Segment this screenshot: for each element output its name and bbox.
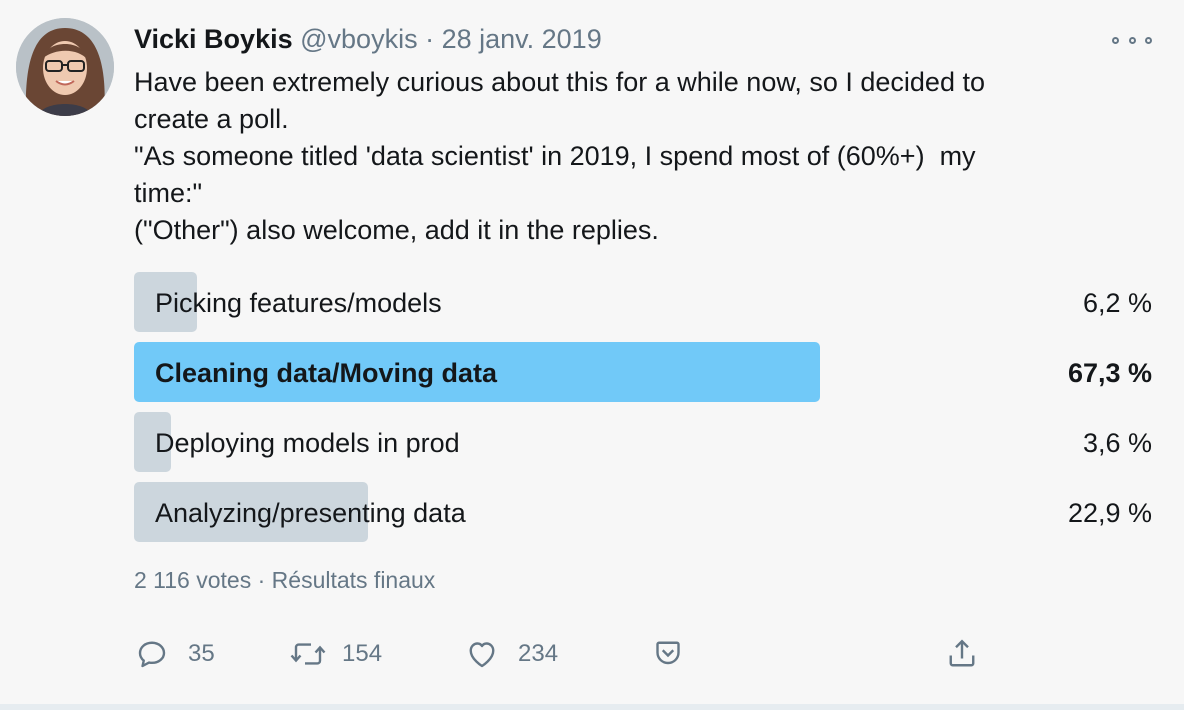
tweet-text-line: create a poll. [134,104,289,134]
more-icon[interactable] [1112,30,1152,50]
poll-option-percent: 6,2 % [1082,288,1152,318]
retweet-count: 154 [342,640,383,667]
poll-option-winner: Cleaning data/Moving data 67,3 % [134,342,1154,402]
poll-option-label: Picking features/models [155,288,442,318]
poll-option-label: Cleaning data/Moving data [155,358,498,388]
share-button[interactable] [944,634,980,674]
retweet-button[interactable]: 154 [288,634,382,674]
tweet-actions: 35 154 234 [134,634,994,674]
poll-option-bar [134,342,821,402]
tweet-text-line: time:" [134,178,203,208]
tweet-text-line: Have been extremely curious about this f… [134,67,985,97]
share-icon [944,636,980,672]
poll-option-label: Analyzing/presenting data [155,498,466,528]
like-icon [464,636,500,672]
reply-count: 35 [188,640,215,667]
divider [0,704,1184,710]
like-button[interactable]: 234 [464,634,558,674]
poll-option-bar [134,272,198,332]
author-handle[interactable]: @vboykis [300,24,418,54]
poll-separator: · [257,567,266,593]
like-count: 234 [518,640,559,667]
poll: Picking features/models 6,2 % Cleaning d… [134,272,1154,552]
poll-meta: 2 116 votes · Résultats finaux [134,565,435,595]
author-name[interactable]: Vicki Boykis [134,24,293,54]
poll-option: Deploying models in prod 3,6 % [134,412,1154,472]
avatar[interactable] [16,18,114,116]
poll-option-percent: 3,6 % [1082,428,1152,458]
poll-option-percent: 22,9 % [1067,498,1152,528]
poll-option-label: Deploying models in prod [155,428,460,458]
poll-option: Analyzing/presenting data 22,9 % [134,482,1154,542]
tweet-text-line: "As someone titled 'data scientist' in 2… [134,141,976,171]
save-button[interactable] [650,634,686,674]
poll-option-bar [134,482,368,542]
poll-option-bar [134,412,171,472]
save-icon [650,636,686,672]
poll-status: Résultats finaux [271,567,436,593]
reply-icon [134,636,170,672]
poll-votes: 2 116 votes [134,567,252,593]
reply-button[interactable]: 35 [134,634,215,674]
retweet-icon [288,636,328,672]
poll-option-percent: 67,3 % [1067,358,1152,388]
poll-option: Picking features/models 6,2 % [134,272,1154,332]
tweet-date[interactable]: 28 janv. 2019 [441,24,602,54]
tweet-text: Have been extremely curious about this f… [134,64,1134,249]
tweet-text-line: ("Other") also welcome, add it in the re… [134,215,659,245]
tweet-header: Vicki Boykis @vboykis · 28 janv. 2019 [134,24,602,54]
